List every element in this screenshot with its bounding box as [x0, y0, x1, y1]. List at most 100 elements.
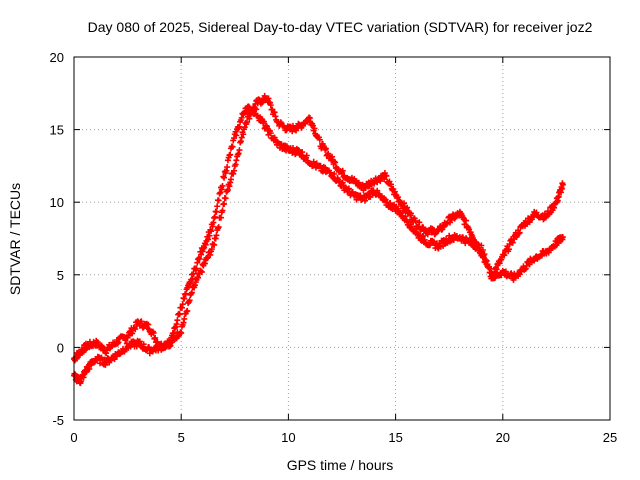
data-marker — [224, 164, 231, 171]
data-marker — [150, 329, 157, 336]
data-marker — [416, 219, 423, 226]
data-marker — [236, 147, 243, 154]
data-marker — [219, 182, 226, 189]
data-marker — [205, 236, 211, 243]
data-marker — [244, 119, 251, 126]
y-axis-label: SDTVAR / TECUs — [7, 183, 23, 295]
y-tick-label: 5 — [57, 268, 64, 283]
data-marker — [214, 203, 221, 210]
x-tick-label: 20 — [496, 430, 510, 445]
data-marker — [339, 167, 346, 174]
data-marker — [193, 265, 200, 272]
data-points — [71, 92, 566, 387]
data-marker — [509, 239, 516, 246]
x-tick-label: 25 — [603, 430, 617, 445]
data-marker — [387, 200, 394, 207]
data-marker — [98, 354, 105, 361]
y-tick-label: -5 — [52, 413, 64, 428]
axis-ticks: 0 5 10 15 20 25 -5 0 5 10 15 20 — [50, 50, 618, 445]
data-marker — [132, 326, 139, 333]
data-marker — [184, 307, 191, 314]
data-marker — [332, 159, 339, 166]
data-marker — [233, 132, 240, 139]
data-marker — [486, 263, 493, 270]
data-marker — [227, 151, 234, 158]
data-marker — [215, 197, 222, 204]
data-marker — [206, 232, 213, 239]
grid — [74, 57, 610, 420]
data-marker — [196, 255, 203, 262]
data-marker — [221, 200, 228, 207]
data-marker — [229, 143, 236, 150]
data-marker — [238, 134, 245, 141]
data-marker — [174, 317, 181, 324]
data-marker — [412, 217, 419, 224]
data-marker — [478, 242, 485, 249]
data-marker — [322, 145, 329, 152]
data-marker — [222, 195, 229, 202]
data-marker — [217, 189, 224, 196]
data-marker — [224, 186, 231, 193]
data-marker — [167, 342, 174, 349]
data-marker — [178, 330, 185, 337]
data-marker — [558, 185, 565, 192]
data-marker — [253, 106, 260, 113]
data-marker — [383, 172, 390, 179]
data-marker — [198, 269, 205, 276]
data-marker — [188, 289, 195, 296]
x-axis-label: GPS time / hours — [287, 457, 394, 473]
data-marker — [526, 261, 533, 268]
data-marker — [213, 232, 220, 239]
data-marker — [303, 152, 310, 159]
data-marker — [559, 234, 566, 241]
data-marker — [557, 189, 564, 196]
data-marker — [463, 217, 470, 224]
y-tick-label: 20 — [50, 50, 64, 65]
data-marker — [73, 355, 80, 362]
data-marker — [221, 174, 228, 181]
data-marker — [407, 210, 414, 217]
data-marker — [381, 176, 388, 183]
data-marker — [211, 241, 218, 248]
data-marker — [361, 197, 368, 204]
data-marker — [179, 301, 186, 308]
data-marker — [240, 131, 247, 138]
data-marker — [404, 204, 411, 211]
data-marker — [80, 374, 87, 381]
data-marker — [218, 214, 225, 221]
data-marker — [211, 213, 218, 220]
data-marker — [198, 251, 205, 258]
data-marker — [267, 130, 274, 137]
data-marker — [377, 178, 384, 185]
data-marker — [481, 251, 488, 258]
y-tick-label: 0 — [57, 340, 64, 355]
data-marker — [399, 209, 406, 216]
data-marker — [215, 224, 222, 231]
data-marker — [170, 330, 177, 337]
data-marker — [181, 315, 188, 322]
data-marker — [219, 207, 226, 214]
x-tick-label: 15 — [388, 430, 402, 445]
data-marker — [260, 118, 267, 125]
data-marker — [208, 228, 215, 235]
y-tick-label: 15 — [50, 123, 64, 138]
x-tick-label: 5 — [178, 430, 185, 445]
x-tick-label: 0 — [70, 430, 77, 445]
x-tick-label: 10 — [281, 430, 295, 445]
y-tick-label: 10 — [50, 195, 64, 210]
data-marker — [186, 297, 193, 304]
data-marker — [190, 270, 197, 277]
data-marker — [316, 136, 323, 143]
data-marker — [227, 176, 234, 183]
data-marker — [331, 170, 338, 177]
chart-title: Day 080 of 2025, Sidereal Day-to-day VTE… — [88, 19, 593, 35]
data-marker — [510, 276, 517, 283]
data-marker — [420, 233, 427, 240]
data-marker — [559, 181, 566, 188]
data-marker — [176, 311, 183, 318]
data-marker — [86, 365, 93, 372]
data-marker — [311, 125, 318, 132]
data-marker — [479, 247, 486, 254]
data-marker — [213, 208, 220, 215]
